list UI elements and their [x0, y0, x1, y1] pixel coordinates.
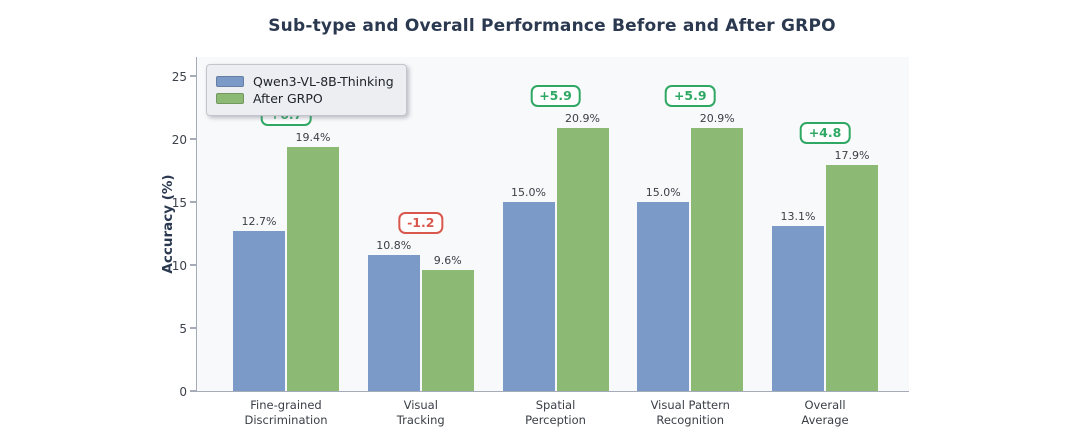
y-tick-mark [190, 390, 196, 392]
bar-qwen3-vl-8b-thinking-fine-grained-discrimination [233, 230, 285, 391]
legend-item-after-grpo: After GRPO [216, 91, 394, 106]
y-tick-mark [190, 201, 196, 203]
bar-value-label: 17.9% [834, 149, 870, 163]
bar-after-grpo-spatial-perception [556, 127, 609, 391]
bar-after-grpo-fine-grained-discrimination [287, 146, 339, 391]
legend-item-qwen3-vl-8b-thinking: Qwen3-VL-8B-Thinking [216, 74, 394, 89]
bar-qwen3-vl-8b-thinking-spatial-perception [502, 202, 555, 391]
x-tick-label-spatial-perception: Spatial Perception [525, 398, 586, 427]
legend-label: Qwen3-VL-8B-Thinking [253, 74, 394, 89]
legend-label: After GRPO [253, 91, 323, 106]
bar-value-label: 13.1% [780, 209, 816, 223]
y-tick-label: 0 [179, 385, 187, 399]
bar-qwen3-vl-8b-thinking-overall-average [772, 225, 824, 391]
legend-swatch-qwen3-vl-8b-thinking [216, 76, 244, 87]
bar-after-grpo-overall-average [826, 165, 878, 391]
y-tick-label: 5 [179, 322, 187, 336]
y-tick-label: 20 [171, 133, 187, 147]
delta-badge: -1.2 [398, 211, 444, 234]
x-tick-label-fine-grained-discrimination: Fine-grained Discrimination [244, 398, 328, 427]
y-tick-label: 25 [171, 70, 187, 84]
legend: Qwen3-VL-8B-Thinking After GRPO [206, 64, 407, 116]
bar-after-grpo-visual-tracking [421, 270, 474, 391]
bar-value-label: 20.9% [699, 111, 735, 125]
bar-value-label: 9.6% [433, 254, 462, 268]
legend-swatch-after-grpo [216, 93, 244, 104]
bar-value-label: 15.0% [511, 186, 546, 199]
x-tick-label-visual-pattern-recognition: Visual Pattern Recognition [650, 398, 730, 427]
y-tick-label: 10 [171, 259, 187, 273]
y-tick-mark [190, 327, 196, 329]
bar-qwen3-vl-8b-thinking-visual-tracking [367, 254, 420, 391]
bar-value-label: 12.7% [241, 214, 277, 228]
bar-after-grpo-visual-pattern-recognition [691, 127, 744, 391]
bar-qwen3-vl-8b-thinking-visual-pattern-recognition [637, 202, 690, 391]
x-tick-label-overall-average: Overall Average [801, 398, 849, 427]
bar-value-label: 19.4% [295, 130, 331, 144]
bar-value-label: 10.8% [376, 238, 412, 252]
delta-badge: +5.9 [664, 84, 716, 107]
y-tick-label: 15 [171, 196, 187, 210]
delta-badge: +5.9 [530, 84, 581, 107]
x-tick-label-visual-tracking: Visual Tracking [396, 398, 445, 427]
bar-value-label: 15.0% [645, 186, 681, 199]
plot-area: 051015202512.7%19.4%+6.7Fine-grainedDisc… [172, 57, 909, 427]
bar-value-label: 20.9% [565, 111, 600, 125]
delta-badge: +4.8 [799, 122, 851, 145]
chart-title: Sub-type and Overall Performance Before … [268, 16, 836, 36]
y-tick-mark [190, 75, 196, 77]
y-tick-mark [190, 264, 196, 266]
y-tick-mark [190, 138, 196, 140]
